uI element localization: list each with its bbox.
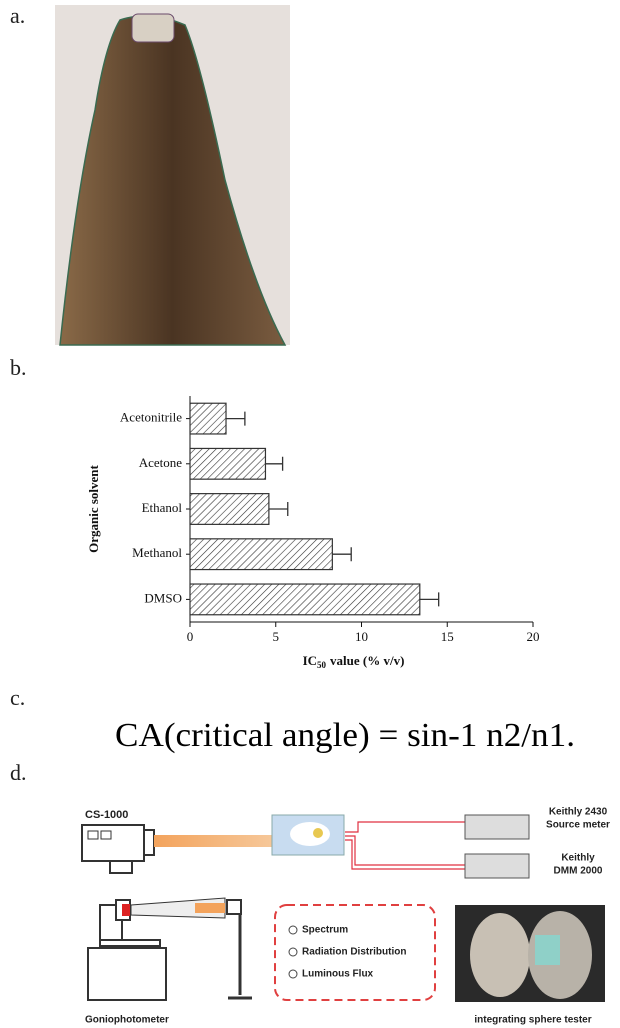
bar [190, 494, 269, 525]
error-bar [269, 502, 288, 516]
meter-label: DMM 2000 [554, 866, 603, 877]
gonio-label: Goniophotometer [85, 1015, 169, 1026]
error-bar [226, 412, 245, 426]
x-tick-label: 10 [355, 629, 368, 644]
error-bar [332, 547, 351, 561]
x-tick-label: 0 [187, 629, 194, 644]
camera-label: CS-1000 [85, 809, 128, 821]
bar [190, 539, 332, 570]
bar [190, 448, 265, 479]
meter-label: Keithly [561, 853, 595, 864]
setup-diagram: CS-1000 Keithly 2430 Source meter Keithl… [82, 807, 610, 1026]
y-tick-label: DMSO [144, 590, 182, 605]
y-tick-label: Acetone [139, 455, 183, 470]
y-axis-label: Organic solvent [86, 464, 101, 552]
x-tick-label: 15 [441, 629, 454, 644]
figure: a. b. 0 5 10 15 20 Acetonitrile Acetone Ethanol… [0, 0, 620, 1028]
y-tick-label: Acetonitrile [120, 410, 182, 425]
panel-label: c. [10, 685, 25, 710]
bullet [289, 926, 297, 934]
panel-label: d. [10, 760, 27, 785]
meter-label: Keithly 2430 [549, 807, 608, 818]
bullet [289, 948, 297, 956]
panel-label: b. [10, 355, 27, 380]
equation: CA(critical angle) = sin-1 n2/n1. [115, 717, 575, 754]
item-label: Spectrum [302, 925, 348, 936]
bar [190, 403, 226, 434]
panel-label: a. [10, 3, 25, 28]
x-tick-label: 20 [527, 629, 540, 644]
error-bar [420, 592, 439, 606]
bar-chart: 0 5 10 15 20 Acetonitrile Acetone Ethanol Methan… [86, 396, 540, 670]
y-tick-label: Methanol [132, 545, 182, 560]
bullet [289, 970, 297, 978]
x-tick-label: 5 [273, 629, 280, 644]
item-label: Radiation Distribution [302, 947, 406, 958]
error-bar [265, 457, 282, 471]
bar [190, 584, 420, 615]
meter-label: Source meter [546, 820, 610, 831]
item-label: Luminous Flux [302, 969, 374, 980]
label-part: 50 [317, 660, 327, 670]
photo [55, 5, 290, 345]
label-part: IC [303, 653, 317, 668]
sphere-label: integrating sphere tester [474, 1015, 591, 1026]
y-tick-label: Ethanol [142, 500, 183, 515]
label-part: value (% v/v) [330, 653, 404, 668]
